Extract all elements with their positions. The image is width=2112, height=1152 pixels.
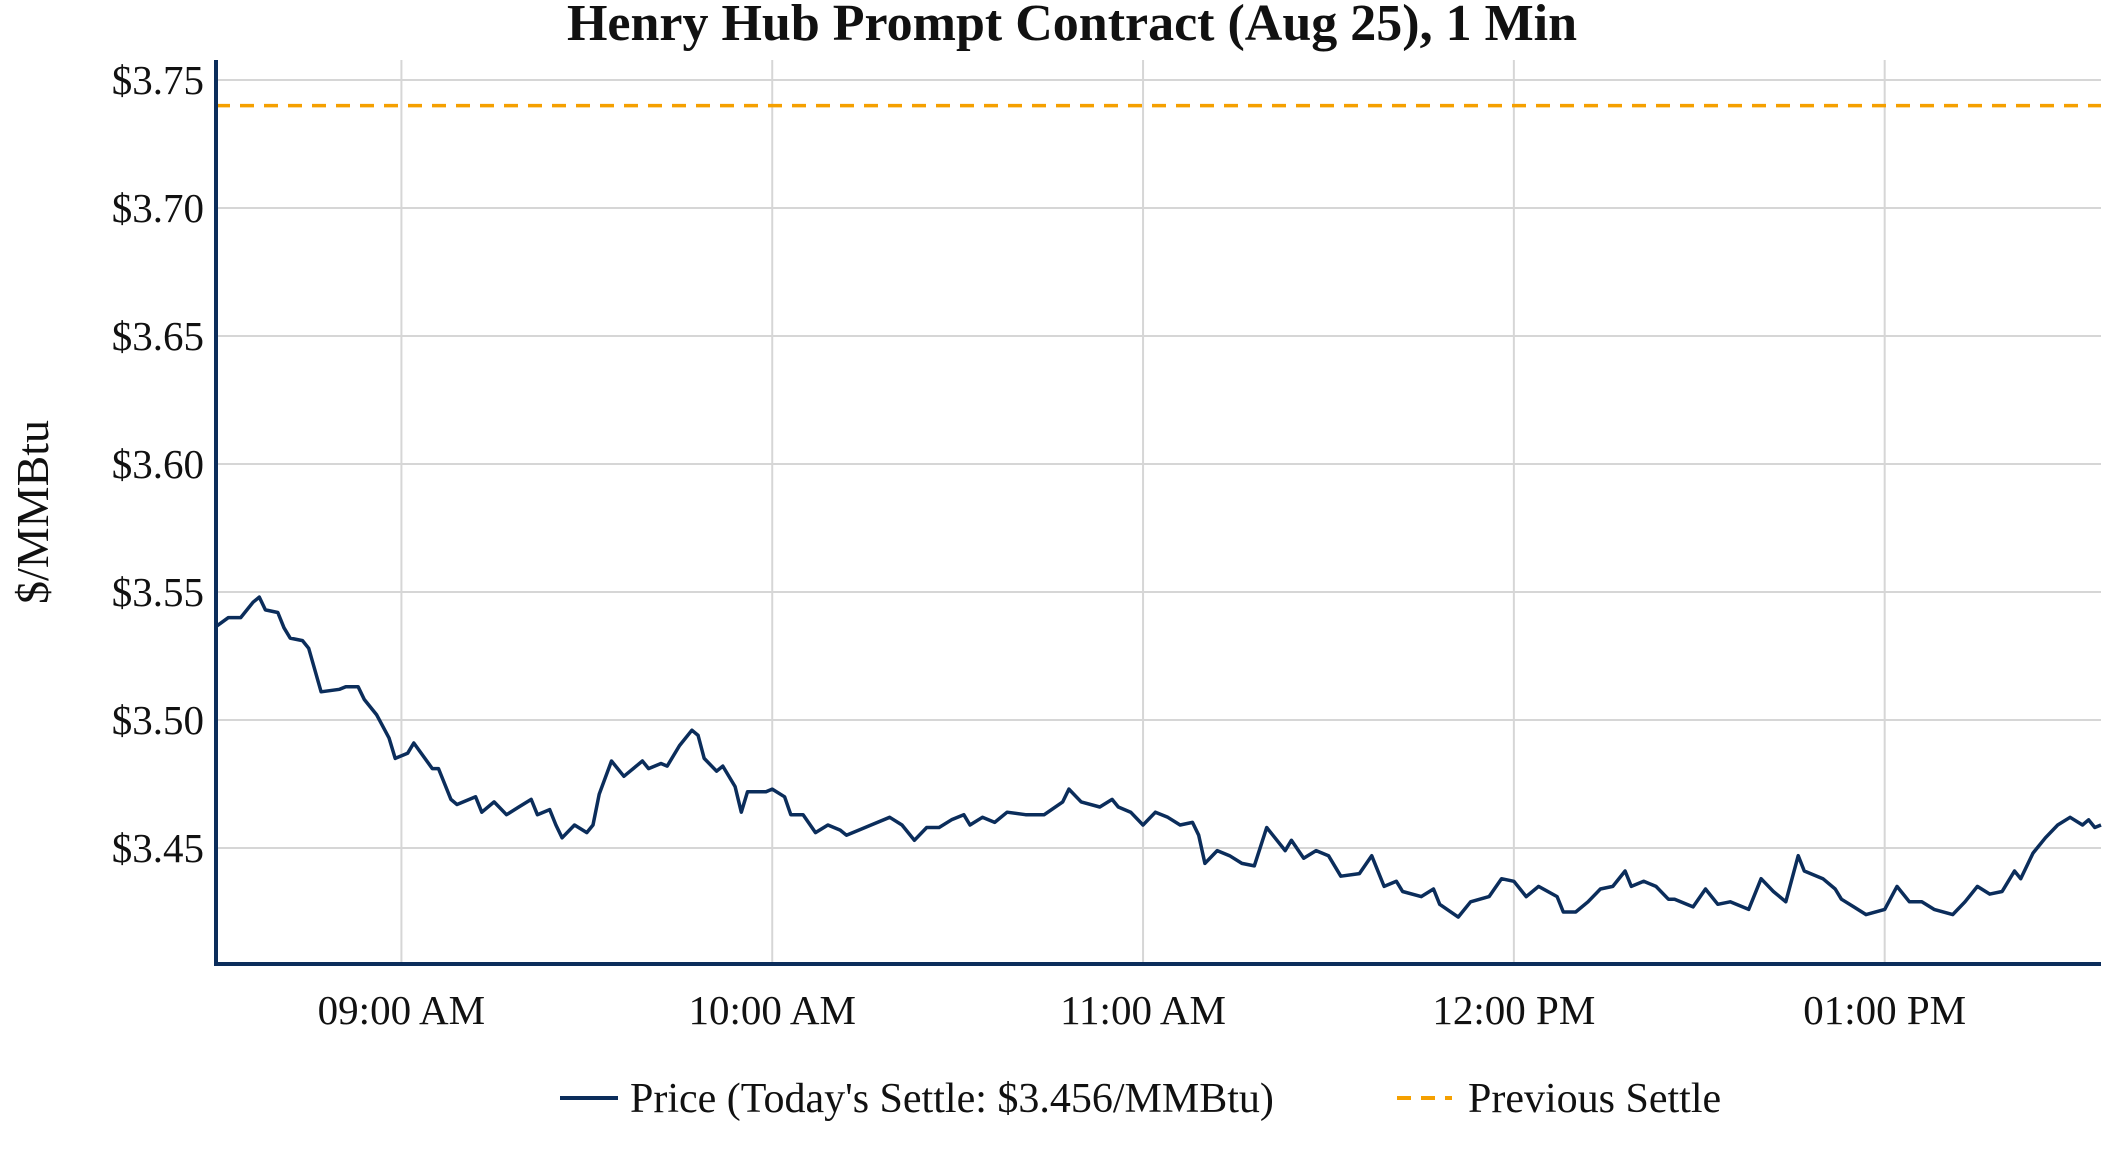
x-tick-label: 09:00 AM — [318, 987, 485, 1033]
gridlines — [216, 60, 2101, 964]
x-axis-ticks: 09:00 AM 10:00 AM 11:00 AM 12:00 PM 01:00 PM — [318, 987, 1966, 1033]
legend-previous-settle-label: Previous Settle — [1468, 1076, 1721, 1122]
x-tick-label: 11:00 AM — [1060, 987, 1226, 1033]
y-tick-label: $3.45 — [112, 825, 204, 871]
y-tick-label: $3.65 — [112, 313, 204, 359]
legend: Price (Today's Settle: $3.456/MMBtu) Pre… — [560, 1076, 1721, 1122]
y-tick-label: $3.70 — [112, 185, 204, 231]
y-tick-label: $3.75 — [112, 57, 204, 103]
y-tick-label: $3.55 — [112, 569, 204, 615]
y-tick-label: $3.50 — [112, 697, 204, 743]
series-layer — [214, 103, 2102, 919]
y-axis-ticks: $3.45 $3.50 $3.55 $3.60 $3.65 $3.70 $3.75 — [112, 57, 204, 871]
y-axis-label: $/MMBtu — [7, 420, 58, 604]
chart-title: Henry Hub Prompt Contract (Aug 25), 1 Mi… — [567, 0, 1577, 52]
x-tick-label: 01:00 PM — [1803, 987, 1966, 1033]
y-tick-label: $3.60 — [112, 441, 204, 487]
x-tick-label: 10:00 AM — [689, 987, 856, 1033]
price-line — [214, 595, 2102, 919]
legend-price-label: Price (Today's Settle: $3.456/MMBtu) — [630, 1076, 1274, 1122]
x-tick-label: 12:00 PM — [1432, 987, 1595, 1033]
